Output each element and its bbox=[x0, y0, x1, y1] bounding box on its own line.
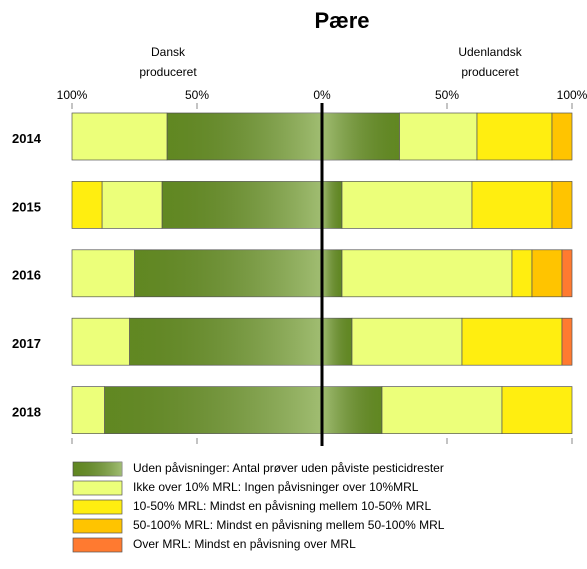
x-tick-label: 50% bbox=[185, 88, 209, 102]
bar-segment bbox=[551, 181, 573, 229]
y-tick-label: 2016 bbox=[12, 268, 41, 283]
bar-shade bbox=[322, 318, 352, 366]
left-label: produceret bbox=[139, 65, 197, 79]
legend-label: Uden påvisninger: Antal prøver uden påvi… bbox=[133, 461, 444, 475]
bar-segment bbox=[511, 249, 533, 298]
x-tick-label: 0% bbox=[313, 88, 331, 102]
bar-shade bbox=[162, 181, 322, 229]
bar-shade bbox=[322, 386, 382, 434]
bar-shade bbox=[104, 386, 322, 434]
legend-swatch bbox=[72, 480, 123, 496]
bar-segment bbox=[476, 112, 553, 161]
legend-swatch bbox=[72, 537, 123, 553]
legend-shade bbox=[73, 462, 122, 476]
x-tick-label: 50% bbox=[435, 88, 459, 102]
legend-swatch bbox=[72, 518, 123, 534]
bar-segment bbox=[399, 112, 478, 161]
bar-segment bbox=[351, 317, 463, 366]
y-tick-label: 2017 bbox=[12, 336, 41, 351]
bar-segment bbox=[381, 386, 503, 434]
right-label: produceret bbox=[461, 65, 519, 79]
bar-segment bbox=[341, 181, 473, 229]
chart-title: Pære bbox=[314, 8, 369, 33]
bar-segment bbox=[71, 317, 130, 366]
bar-segment bbox=[71, 386, 105, 434]
legend-label: Over MRL: Mindst en påvisning over MRL bbox=[133, 537, 356, 551]
legend-label: Ikke over 10% MRL: Ingen påvisninger ove… bbox=[133, 480, 419, 494]
x-tick-label: 100% bbox=[557, 88, 587, 102]
bar-segment bbox=[561, 249, 573, 298]
bar-segment bbox=[501, 386, 573, 434]
legend-label: 50-100% MRL: Mindst en påvisning mellem … bbox=[133, 518, 445, 532]
bar-segment bbox=[561, 317, 573, 366]
bar-segment bbox=[101, 181, 163, 229]
bar-segment bbox=[461, 317, 563, 366]
y-tick-label: 2015 bbox=[12, 199, 41, 214]
bar-shade bbox=[129, 318, 322, 366]
right-label: Udenlandsk bbox=[458, 45, 522, 59]
bar-segment bbox=[551, 112, 573, 161]
bar-shade bbox=[167, 113, 322, 160]
y-tick-label: 2014 bbox=[12, 131, 42, 146]
bar-shade bbox=[322, 181, 342, 229]
bar-shade bbox=[322, 249, 342, 297]
bar-segment bbox=[71, 112, 168, 161]
x-tick-label: 100% bbox=[57, 88, 88, 102]
legend-swatch bbox=[72, 499, 123, 515]
bar-segment bbox=[71, 249, 135, 298]
bar-segment bbox=[341, 249, 513, 298]
bar-segment bbox=[531, 249, 563, 298]
bar-segment bbox=[471, 181, 553, 229]
bar-segment bbox=[71, 181, 103, 229]
left-label: Dansk bbox=[151, 45, 186, 59]
bar-shade bbox=[134, 249, 322, 297]
legend-label: 10-50% MRL: Mindst en påvisning mellem 1… bbox=[133, 499, 431, 513]
bar-shade bbox=[322, 113, 400, 160]
y-tick-label: 2018 bbox=[12, 405, 41, 420]
